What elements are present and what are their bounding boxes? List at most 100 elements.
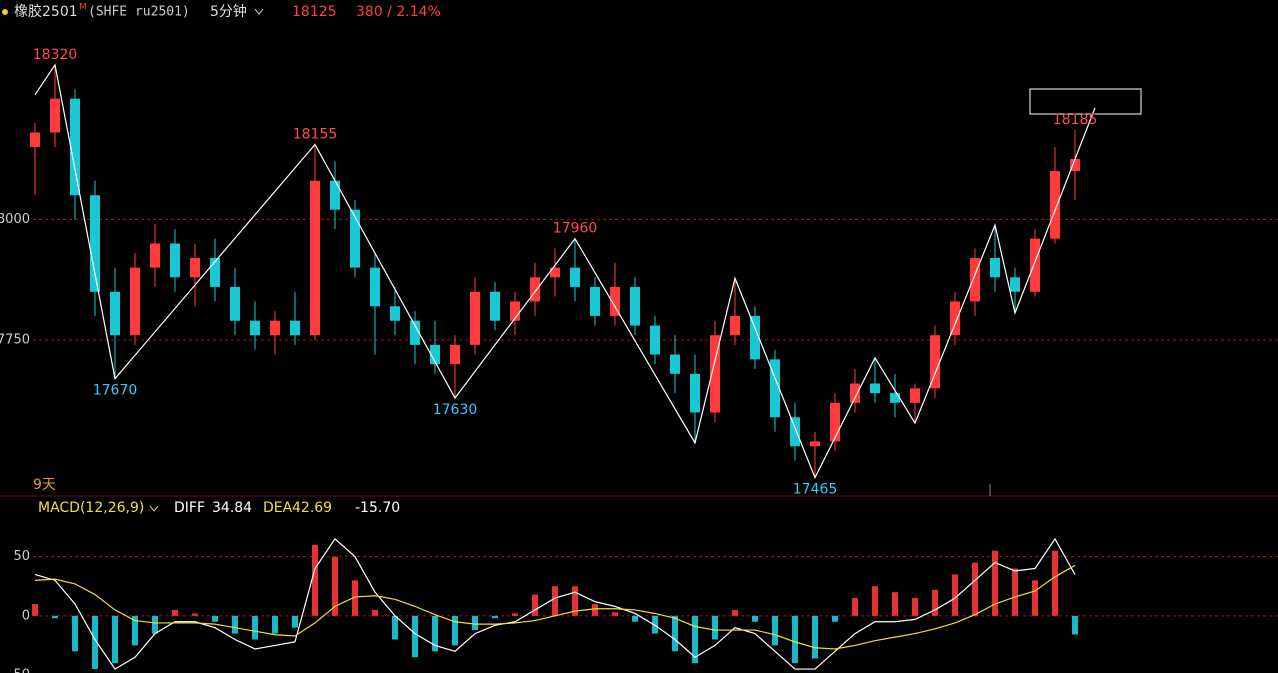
candle-body bbox=[670, 354, 680, 374]
macd-bar bbox=[972, 562, 978, 616]
macd-bar bbox=[892, 592, 898, 616]
macd-bar bbox=[292, 615, 298, 628]
candle-body bbox=[230, 286, 240, 321]
macd-bar bbox=[192, 613, 198, 616]
candle-body bbox=[690, 373, 700, 413]
candle-body bbox=[1050, 171, 1060, 239]
candle-body bbox=[270, 320, 280, 336]
price-annotation: 17465 bbox=[793, 482, 838, 498]
macd-bar bbox=[52, 615, 58, 619]
dea-value: 42.69 bbox=[292, 500, 332, 516]
superscript: M bbox=[79, 3, 87, 13]
macd-line bbox=[34, 564, 1076, 650]
macd-bar bbox=[412, 615, 418, 658]
candle-body bbox=[410, 320, 420, 345]
candle-body bbox=[470, 291, 480, 345]
macd-bar bbox=[452, 615, 458, 646]
macd-bar bbox=[932, 589, 938, 616]
macd-bar bbox=[872, 586, 878, 616]
price-annotation: 18320 bbox=[33, 47, 78, 63]
symbol[interactable]: 橡胶2501 bbox=[14, 3, 78, 20]
macd-bar bbox=[252, 615, 258, 640]
candle-body bbox=[290, 320, 300, 336]
candle-body bbox=[510, 301, 520, 321]
macd-bar bbox=[952, 574, 958, 616]
candle-body bbox=[630, 286, 640, 326]
candle-body bbox=[850, 383, 860, 403]
macd-bar bbox=[812, 615, 818, 659]
macd-bar bbox=[792, 615, 798, 664]
macd-bar bbox=[152, 615, 158, 634]
candle-body bbox=[90, 195, 100, 292]
candle-body bbox=[750, 315, 760, 360]
price-annotation: 17960 bbox=[553, 221, 598, 237]
candle-body bbox=[450, 344, 460, 365]
dea-name: DEA bbox=[263, 500, 293, 516]
candle-body bbox=[310, 180, 320, 336]
price-annotation: 17670 bbox=[93, 383, 138, 399]
macd-bar bbox=[672, 615, 678, 652]
candle-body bbox=[530, 277, 540, 302]
macd-bar bbox=[712, 615, 718, 640]
y-tick-label: 50 bbox=[13, 549, 30, 564]
diff-name: DIFF bbox=[174, 500, 205, 516]
last-price: 18125 bbox=[292, 4, 337, 20]
macd-bar bbox=[1012, 568, 1018, 616]
candle-body bbox=[810, 441, 820, 447]
macd-bar bbox=[92, 615, 98, 670]
period-chevron[interactable] bbox=[254, 8, 264, 15]
candle-body bbox=[210, 257, 220, 287]
price-annotation: 18155 bbox=[293, 127, 338, 143]
candle-body bbox=[830, 402, 840, 442]
candle-body bbox=[950, 301, 960, 336]
macd-line bbox=[34, 537, 1076, 670]
candle-body bbox=[890, 393, 900, 403]
macd-bar bbox=[32, 604, 38, 616]
candle-body bbox=[1070, 159, 1080, 172]
macd-bar bbox=[372, 609, 378, 616]
macd-bar bbox=[512, 613, 518, 616]
candle-body bbox=[70, 98, 80, 196]
symbol-dot bbox=[2, 9, 8, 15]
candle-body bbox=[150, 243, 160, 268]
candle-body bbox=[710, 335, 720, 413]
candle-body bbox=[370, 267, 380, 307]
macd-bar bbox=[332, 556, 338, 616]
macd-bar bbox=[1032, 580, 1038, 616]
candle-body bbox=[1030, 238, 1040, 292]
candle-body bbox=[650, 325, 660, 355]
price-annotation: 18185 bbox=[1053, 112, 1098, 128]
drawn-box bbox=[1029, 88, 1142, 115]
macd-bar bbox=[752, 615, 758, 622]
candle-body bbox=[170, 243, 180, 278]
macd-bar bbox=[852, 598, 858, 616]
candle-body bbox=[590, 286, 600, 316]
macd-bar bbox=[352, 580, 358, 616]
macd-bar bbox=[912, 598, 918, 616]
diff-value: 34.84 bbox=[212, 500, 252, 516]
macd-bar bbox=[112, 615, 118, 664]
candle-body bbox=[30, 132, 40, 147]
candle-body bbox=[330, 180, 340, 210]
macd-chevron[interactable] bbox=[149, 505, 159, 512]
candle-body bbox=[190, 257, 200, 278]
zigzag-line bbox=[34, 63, 1096, 480]
macd-bar bbox=[632, 615, 638, 622]
macd-bar bbox=[532, 594, 538, 616]
candle-body bbox=[930, 335, 940, 389]
candle-body bbox=[790, 417, 800, 447]
macd-name[interactable]: MACD(12,26,9) bbox=[38, 500, 144, 516]
macd-bar bbox=[1072, 615, 1078, 635]
macd-bar bbox=[832, 615, 838, 622]
macd-bar bbox=[1052, 550, 1058, 616]
y-tick-label: 17750 bbox=[0, 333, 30, 348]
macd-bar bbox=[692, 615, 698, 664]
macd-bar bbox=[592, 604, 598, 616]
macd-bar bbox=[552, 586, 558, 616]
period[interactable]: 5分钟 bbox=[210, 3, 247, 20]
macd-bar bbox=[232, 615, 238, 634]
macd-bar bbox=[992, 550, 998, 616]
macd-bar bbox=[572, 586, 578, 616]
